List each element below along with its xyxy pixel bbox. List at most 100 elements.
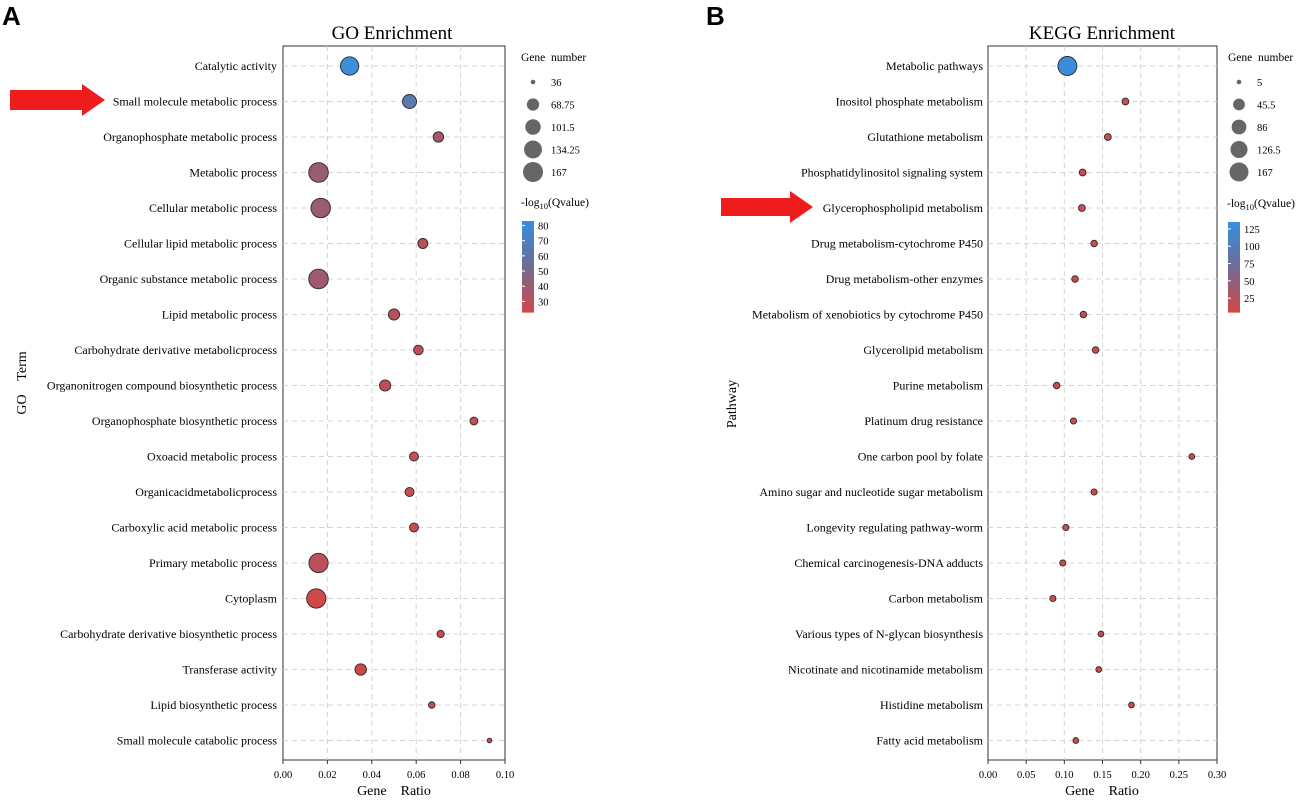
kegg-color-bar-segment — [1228, 240, 1240, 243]
go-term-label: Organophosphate metabolic process — [103, 130, 277, 144]
go-size-legend-title: Gene number — [521, 52, 586, 64]
go-term-label: Carboxylic acid metabolic process — [111, 521, 277, 535]
go-data-point — [306, 588, 327, 609]
go-x-tick-label: 0.08 — [451, 770, 469, 781]
go-plot-frame — [282, 45, 506, 761]
kegg-size-legend-dot — [1229, 162, 1249, 182]
kegg-color-bar-segment — [1228, 251, 1240, 255]
go-grid — [283, 46, 505, 760]
kegg-color-bar-segment — [1228, 287, 1240, 291]
go-term-label: Cellular lipid metabolic process — [124, 237, 277, 251]
kegg-color-bar-segment — [1228, 233, 1240, 237]
go-term-label: Metabolic process — [189, 166, 277, 180]
go-color-tick-label: 50 — [538, 267, 549, 278]
go-color-bar-segment — [522, 261, 534, 265]
go-data-point — [428, 701, 436, 709]
kegg-chart-title: KEGG Enrichment — [1029, 23, 1176, 44]
kegg-color-bar-segment — [1228, 255, 1240, 259]
kegg-size-legend-dot — [1236, 79, 1242, 85]
go-data-point — [387, 308, 401, 321]
go-size-legend-label: 134.25 — [551, 146, 580, 157]
go-color-bar-segment — [522, 225, 534, 229]
kegg-data-point — [1097, 630, 1105, 638]
kegg-color-bar-segment — [1228, 305, 1240, 309]
kegg-term-label: Glutathione metabolism — [867, 130, 983, 144]
go-color-bar-segment — [522, 271, 534, 274]
go-term-labels: Catalytic activity Small molecule metabol… — [47, 59, 278, 748]
go-data-point — [409, 522, 419, 533]
kegg-color-tick-label: 50 — [1244, 277, 1255, 288]
go-color-bar-segment — [522, 296, 534, 299]
go-data-point — [402, 94, 417, 109]
go-term-label: Carbohydrate derivative metabolicprocess — [74, 343, 277, 357]
go-color-bar-segment — [522, 232, 534, 236]
kegg-color-bar-segment — [1228, 273, 1240, 277]
kegg-color-bar-segment — [1228, 246, 1240, 250]
go-color-legend-title: -log10(Qvalue) — [521, 197, 589, 211]
go-x-tick-label: 0.06 — [407, 770, 425, 781]
go-size-legend-label: 101.5 — [551, 123, 575, 134]
kegg-x-tick-label: 0.15 — [1093, 770, 1111, 781]
go-color-tick-label: 40 — [538, 282, 549, 293]
go-term-label: Lipid metabolic process — [162, 308, 278, 322]
go-color-bar-segment — [522, 286, 534, 290]
go-color-bar-segment — [522, 239, 534, 243]
go-data-point — [436, 629, 445, 639]
kegg-y-axis-label: Pathway — [725, 380, 740, 428]
go-size-legend-dot — [524, 140, 542, 159]
go-term-label: Transferase activity — [182, 663, 277, 677]
go-term-label: Cellular metabolic process — [149, 201, 277, 215]
go-color-bar-segment — [522, 293, 534, 297]
go-data-point — [308, 268, 329, 290]
kegg-color-tick-label: 100 — [1244, 242, 1260, 253]
kegg-color-bar-segment — [1228, 258, 1240, 261]
kegg-x-tick-label: 0.25 — [1170, 770, 1188, 781]
kegg-data-point — [1062, 523, 1070, 532]
kegg-color-legend-title: -log10(Qvalue) — [1227, 198, 1295, 212]
kegg-x-tick-label: 0.20 — [1131, 770, 1149, 781]
red-arrow-icon — [10, 84, 105, 116]
go-color-bar-segment — [522, 305, 534, 309]
go-size-legend-label: 36 — [551, 78, 562, 89]
go-color-legend: -log10(Qvalue) 80 70 60 50 40 30 — [521, 197, 589, 313]
red-arrow-icon — [721, 191, 813, 223]
go-color-bar-segment — [522, 289, 534, 293]
go-term-label: Organonitrogen compound biosynthetic pro… — [47, 379, 277, 393]
kegg-color-bar-segment — [1228, 262, 1240, 266]
kegg-data-point — [1090, 239, 1098, 248]
go-color-tick-label: 60 — [538, 252, 549, 263]
go-x-axis-label: Gene Ratio — [357, 784, 431, 799]
kegg-term-label: Various types of N-glycan biosynthesis — [795, 627, 983, 641]
go-color-bar-segment — [522, 264, 534, 268]
kegg-data-point — [1188, 453, 1196, 460]
kegg-color-tick-label: 125 — [1244, 225, 1260, 236]
go-x-tick-label: 0.00 — [274, 770, 292, 781]
kegg-color-bar-segment — [1228, 307, 1240, 311]
go-color-tick-label: 30 — [538, 297, 549, 308]
kegg-x-tick-label: 0.00 — [979, 770, 997, 781]
kegg-color-bar-segment — [1228, 264, 1240, 268]
go-color-bar-segment — [522, 291, 534, 295]
go-term-label: Organophosphate biosynthetic process — [92, 414, 277, 428]
panel-letter-a: A — [2, 1, 21, 31]
go-size-legend-dot — [525, 119, 541, 135]
go-data-point — [413, 344, 424, 356]
go-color-bar-segment — [522, 266, 534, 270]
go-data-point — [417, 238, 429, 249]
kegg-term-label: Chemical carcinogenesis-DNA adducts — [794, 556, 983, 570]
go-size-legend-dot — [526, 98, 540, 111]
go-color-tick-label: 70 — [538, 237, 549, 248]
kegg-color-bar-segment — [1228, 303, 1240, 306]
go-color-bar-segment — [522, 255, 534, 259]
go-x-tick-label: 0.04 — [363, 770, 382, 781]
kegg-data-point — [1079, 310, 1088, 319]
kegg-color-bar-segment — [1228, 291, 1240, 295]
go-color-bar-segment — [522, 234, 534, 238]
kegg-data-point — [1103, 133, 1112, 141]
kegg-color-bar-segment — [1228, 226, 1240, 230]
kegg-term-label: Amino sugar and nucleotide sugar metabol… — [759, 485, 983, 499]
go-color-bar-segment — [522, 302, 534, 306]
go-color-bar-segment — [522, 241, 534, 245]
go-term-label: Oxoacid metabolic process — [147, 450, 277, 464]
go-data-point — [308, 162, 329, 183]
